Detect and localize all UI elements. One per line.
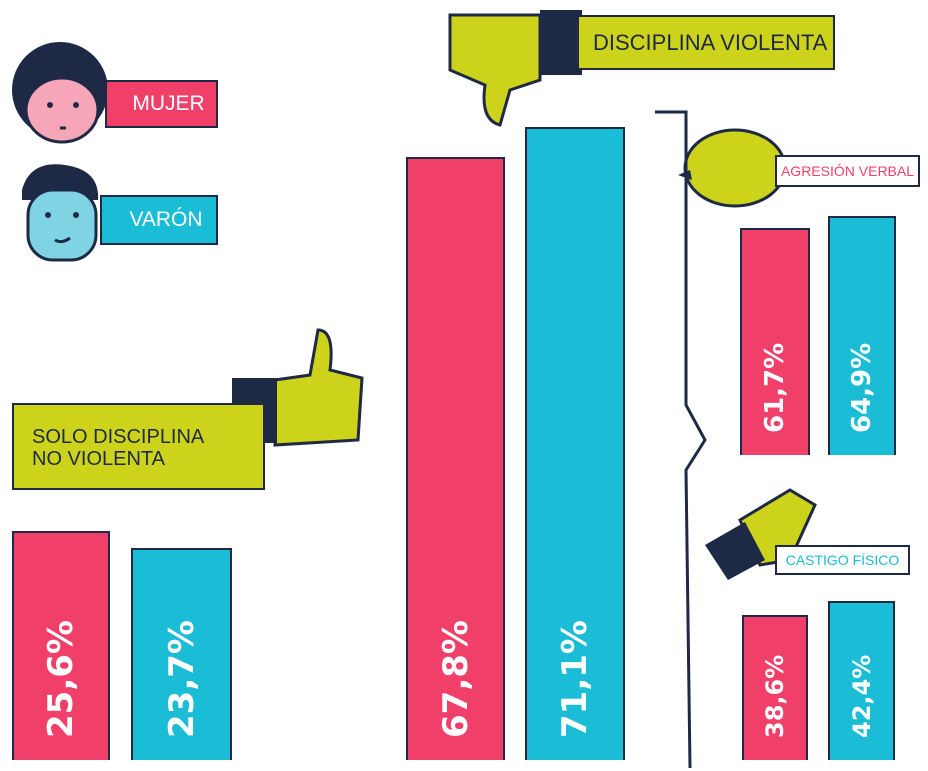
value-label: 42,4% xyxy=(848,655,876,738)
value-label: 67,8% xyxy=(436,620,476,738)
bracket xyxy=(655,112,705,768)
value-label: 61,7% xyxy=(760,343,790,433)
thumbs-down-icon xyxy=(450,10,582,125)
legend-mujer: MUJER xyxy=(105,80,218,128)
value-label: 23,7% xyxy=(162,620,202,738)
man-icon xyxy=(22,164,98,260)
category-label: AGRESIÓN VERBAL xyxy=(775,155,920,187)
legend-varon: VARÓN xyxy=(100,195,218,245)
infographic: MUJER VARÓN SOLO DISCIPLINA NO VIOLENTA … xyxy=(0,0,928,771)
woman-icon xyxy=(12,42,108,142)
value-label: 38,6% xyxy=(761,655,789,738)
value-label: 25,6% xyxy=(41,620,81,738)
category-label: CASTIGO FÍSICO xyxy=(775,545,910,575)
value-label: 71,1% xyxy=(555,620,595,738)
category-label: DISCIPLINA VIOLENTA xyxy=(577,15,835,70)
category-label: SOLO DISCIPLINA NO VIOLENTA xyxy=(12,403,265,490)
category-text: SOLO DISCIPLINA NO VIOLENTA xyxy=(32,426,212,470)
speech-bubble-icon xyxy=(678,130,785,206)
value-label: 64,9% xyxy=(847,343,877,433)
